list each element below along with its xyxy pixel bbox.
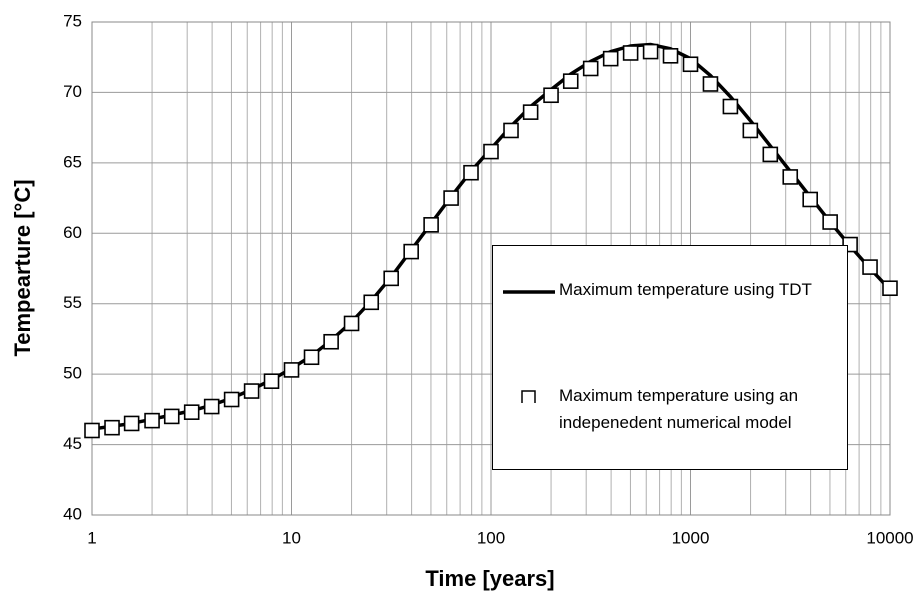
square-marker <box>104 419 120 436</box>
square-marker <box>702 76 719 92</box>
legend-label: Maximum temperature using TDT <box>559 280 812 299</box>
square-marker <box>522 104 539 120</box>
square-marker <box>84 422 100 439</box>
square-marker <box>802 191 818 208</box>
y-tick-label: 45 <box>63 434 82 453</box>
square-marker <box>463 164 479 181</box>
square-marker <box>543 87 559 104</box>
y-tick-label: 55 <box>63 293 82 312</box>
square-marker <box>203 398 220 415</box>
square-marker <box>283 362 300 378</box>
square-marker <box>243 383 260 399</box>
y-tick-label: 40 <box>63 504 82 523</box>
square-marker <box>263 373 280 389</box>
y-tick-label: 70 <box>63 82 82 101</box>
square-marker <box>323 333 339 350</box>
square-marker <box>722 98 739 115</box>
square-marker <box>742 122 759 139</box>
square-marker <box>762 146 779 163</box>
square-marker <box>383 270 399 287</box>
square-marker <box>682 56 699 73</box>
square-marker <box>503 122 519 139</box>
y-tick-label: 50 <box>63 364 82 383</box>
square-marker <box>822 214 838 230</box>
x-tick-label: 10000 <box>866 528 913 547</box>
x-axis-title: Time [years] <box>425 566 554 591</box>
legend-symbol <box>503 290 555 294</box>
x-tick-label: 10 <box>282 528 301 547</box>
square-marker <box>403 243 419 260</box>
square-marker <box>882 280 898 297</box>
square-marker <box>622 45 639 61</box>
legend: Maximum temperature using TDT Maximum tem… <box>492 245 848 470</box>
square-marker <box>123 415 140 432</box>
square-marker <box>144 412 160 429</box>
square-marker <box>343 315 360 332</box>
legend-symbol <box>521 390 536 403</box>
y-tick-label: 75 <box>63 11 82 30</box>
square-marker <box>223 391 240 408</box>
plot-frame <box>91 21 891 516</box>
y-axis-title: Tempearture [°C] <box>10 179 35 356</box>
square-marker <box>602 50 619 67</box>
square-marker <box>303 349 320 366</box>
square-marker <box>423 217 439 233</box>
x-tick-label: 1 <box>87 528 96 547</box>
square-marker <box>562 73 579 89</box>
square-marker <box>662 48 679 64</box>
square-marker <box>163 408 180 425</box>
square-marker <box>363 294 380 311</box>
square-marker <box>642 43 659 60</box>
square-marker <box>183 404 200 420</box>
square-marker <box>483 143 499 160</box>
y-tick-label: 60 <box>63 223 82 242</box>
y-tick-label: 65 <box>63 152 82 171</box>
square-marker <box>443 190 459 206</box>
legend-label: Maximum temperature using an indepeneden… <box>559 386 799 432</box>
square-marker <box>582 60 599 77</box>
square-marker <box>782 169 799 185</box>
square-marker <box>862 259 878 275</box>
legend-square <box>521 390 536 403</box>
x-tick-label: 1000 <box>672 528 710 547</box>
x-tick-label: 100 <box>477 528 505 547</box>
